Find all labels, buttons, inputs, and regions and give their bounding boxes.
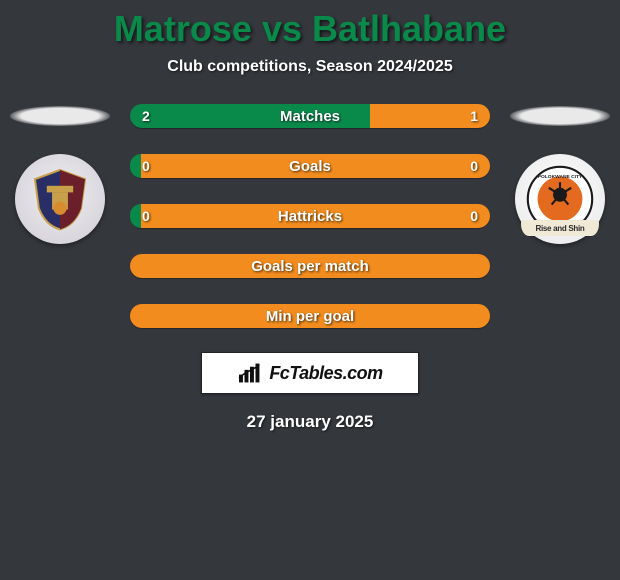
stat-bar-matches: Matches21 (130, 104, 490, 128)
bar-left-segment (130, 154, 141, 178)
brand-text: FcTables.com (269, 363, 382, 384)
bar-value-right: 0 (470, 208, 478, 224)
club-ribbon: Rise and Shin (521, 220, 599, 236)
player-shadow-left (10, 106, 110, 126)
bar-full-segment (130, 254, 490, 278)
bar-right-segment (141, 154, 490, 178)
bar-chart-icon (237, 362, 263, 384)
svg-text:POLOKWANE CITY: POLOKWANE CITY (538, 174, 583, 180)
bar-full-segment (130, 304, 490, 328)
brand-box: FcTables.com (201, 352, 419, 394)
chippa-united-crest (15, 154, 105, 244)
stat-bar-goals: Goals00 (130, 154, 490, 178)
bar-value-right: 1 (470, 108, 478, 124)
player1-name: Matrose (114, 8, 252, 49)
stat-bar-min-per-goal: Min per goal (130, 304, 490, 328)
bar-value-left: 2 (142, 108, 150, 124)
stat-bar-hattricks: Hattricks00 (130, 204, 490, 228)
bar-value-left: 0 (142, 158, 150, 174)
competition-subtitle: Club competitions, Season 2024/2025 (0, 58, 620, 76)
stat-bar-goals-per-match: Goals per match (130, 254, 490, 278)
comparison-title: Matrose vs Batlhabane (0, 0, 620, 50)
comparison-arena: Matches21Goals00Hattricks00Goals per mat… (0, 104, 620, 328)
bar-value-right: 0 (470, 158, 478, 174)
player-shadow-right (510, 106, 610, 126)
bar-left-segment (130, 204, 141, 228)
bar-left-segment (130, 104, 370, 128)
shield-icon (27, 166, 93, 232)
stat-bars: Matches21Goals00Hattricks00Goals per mat… (112, 104, 508, 328)
bar-value-left: 0 (142, 208, 150, 224)
player2-name: Batlhabane (312, 8, 506, 49)
right-side: POLOKWANE CITY Rise and Shin (508, 104, 612, 244)
left-side (8, 104, 112, 244)
bar-right-segment (141, 204, 490, 228)
vs-separator: vs (262, 8, 302, 49)
snapshot-date: 27 january 2025 (0, 412, 620, 432)
polokwane-city-crest: POLOKWANE CITY Rise and Shin (515, 154, 605, 244)
